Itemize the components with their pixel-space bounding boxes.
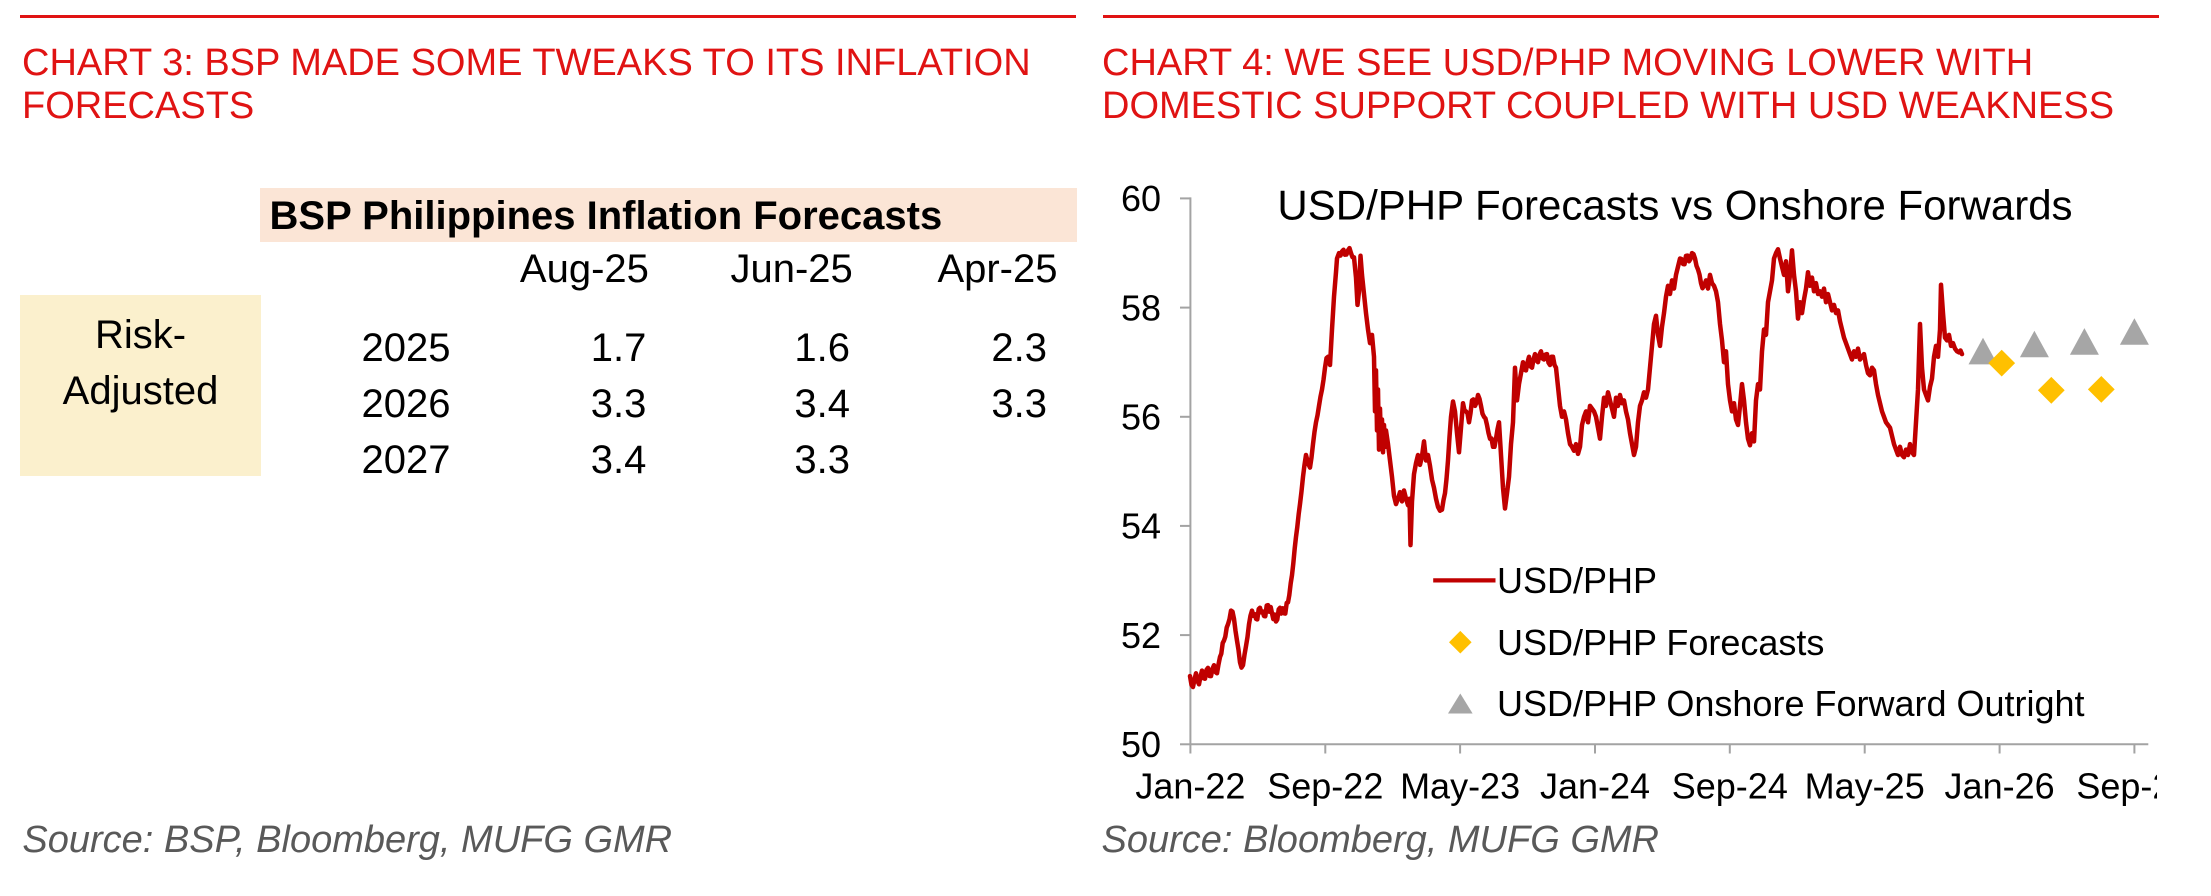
svg-text:Sep-26: Sep-26 — [2076, 766, 2192, 807]
svg-text:Jan-22: Jan-22 — [1135, 766, 1245, 807]
svg-text:Sep-22: Sep-22 — [1267, 766, 1383, 807]
svg-text:USD/PHP Forecasts vs Onshore F: USD/PHP Forecasts vs Onshore Forwards — [1277, 181, 2072, 228]
svg-text:USD/PHP: USD/PHP — [1497, 560, 1657, 601]
svg-text:USD/PHP Onshore Forward Outrig: USD/PHP Onshore Forward Outright — [1497, 683, 2085, 724]
svg-text:58: 58 — [1121, 287, 1161, 328]
svg-text:52: 52 — [1121, 615, 1161, 656]
svg-text:54: 54 — [1121, 506, 1161, 547]
svg-text:50: 50 — [1121, 724, 1161, 765]
svg-text:Jan-26: Jan-26 — [1945, 766, 2055, 807]
svg-text:May-25: May-25 — [1805, 766, 1925, 807]
svg-text:56: 56 — [1121, 397, 1161, 438]
svg-text:May-23: May-23 — [1400, 766, 1520, 807]
svg-text:Sep-24: Sep-24 — [1672, 766, 1788, 807]
svg-text:60: 60 — [1121, 178, 1161, 219]
svg-text:USD/PHP Forecasts: USD/PHP Forecasts — [1497, 622, 1824, 663]
svg-text:Jan-24: Jan-24 — [1540, 766, 1650, 807]
